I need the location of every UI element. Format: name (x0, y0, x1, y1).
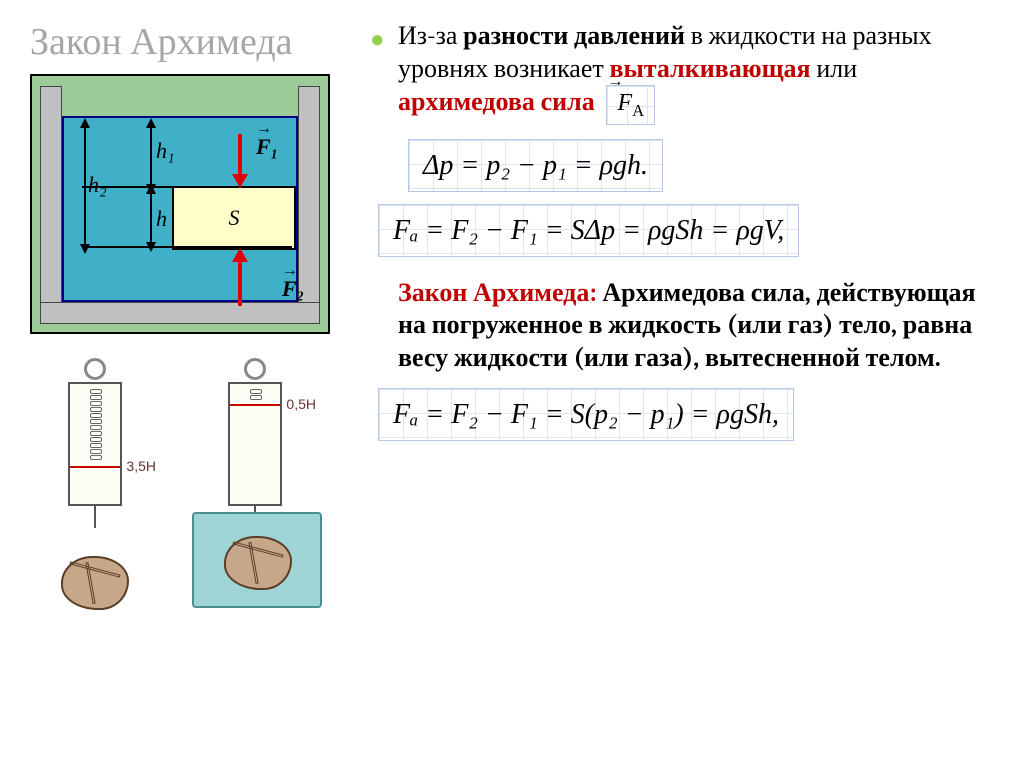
spring (252, 388, 258, 401)
scale-body: 3,5Н (68, 382, 122, 506)
right-column: Из-за разности давлений в жидкости на ра… (370, 20, 994, 638)
scale-ring (84, 358, 106, 380)
h2-arrow (84, 124, 86, 246)
h-label: h (156, 206, 167, 232)
f2-arrow (238, 260, 242, 306)
fa-sub: А (632, 101, 644, 120)
law-lead: Закон Архимеда: (398, 278, 597, 308)
h1-arrow (150, 124, 152, 186)
f2-label: F₂ (282, 276, 304, 302)
scale-reading-air: 3,5Н (126, 458, 156, 474)
bottom-surface-line (82, 246, 292, 248)
scale-water: 0,5Н (190, 358, 320, 638)
h-arrow (150, 188, 152, 244)
slide-title: Закон Архимеда (30, 20, 350, 64)
fa-f: F (617, 90, 632, 116)
scale-ring (244, 358, 266, 380)
s-label: S (229, 205, 240, 231)
pointer (230, 404, 280, 406)
intro-part1: Из-за (398, 21, 463, 51)
f1-label: F₁ (256, 134, 278, 160)
formula-dp: Δp = p₂ − p₁ = ρgh. (408, 139, 663, 192)
rock-air (61, 556, 129, 610)
top-surface-line (82, 186, 172, 188)
intro-red2: архимедова сила (398, 87, 595, 117)
intro-bold1: разности давлений (463, 21, 685, 51)
spring-scales: 3,5Н 0,5Н (30, 358, 350, 638)
f2-arrow-head (232, 248, 248, 262)
intro-part3: или (811, 54, 858, 84)
spring (92, 388, 98, 461)
h1-arrow-top (146, 118, 156, 128)
h1-label: h₁ (156, 138, 175, 164)
law-statement: Закон Архимеда: Архимедова сила, действу… (370, 277, 994, 375)
left-column: Закон Архимеда S h₂ h₁ (30, 20, 350, 638)
formula-fa: Fₐ = F₂ − F₁ = SΔp = ρgSh = ρgV, (378, 204, 799, 257)
h2-arrow-top (80, 118, 90, 128)
intro-red1: выталкивающая (609, 54, 810, 84)
f1-text: F₁ (256, 134, 278, 159)
vessel-wall-left (40, 86, 62, 324)
rock-water (224, 536, 292, 590)
submerged-block: S (172, 186, 296, 250)
intro-paragraph: Из-за разности давлений в жидкости на ра… (370, 20, 994, 125)
scale-body: 0,5Н (228, 382, 282, 506)
slide: Закон Архимеда S h₂ h₁ (30, 20, 994, 638)
h2-label: h₂ (88, 172, 107, 198)
scale-reading-water: 0,5Н (286, 396, 316, 412)
vessel-wall-bottom (40, 302, 320, 324)
scale-air: 3,5Н (30, 358, 160, 638)
hook (94, 506, 96, 528)
f2-text: F₂ (282, 276, 304, 301)
f1-arrow-head (232, 174, 248, 188)
fa-vector: FА (606, 85, 655, 125)
formula-fa2: Fₐ = F₂ − F₁ = S(p₂ − p₁) = ρgSh, (378, 388, 794, 441)
pointer (70, 466, 120, 468)
pressure-diagram: S h₂ h₁ h F₁ (30, 74, 330, 334)
f1-arrow (238, 134, 242, 176)
